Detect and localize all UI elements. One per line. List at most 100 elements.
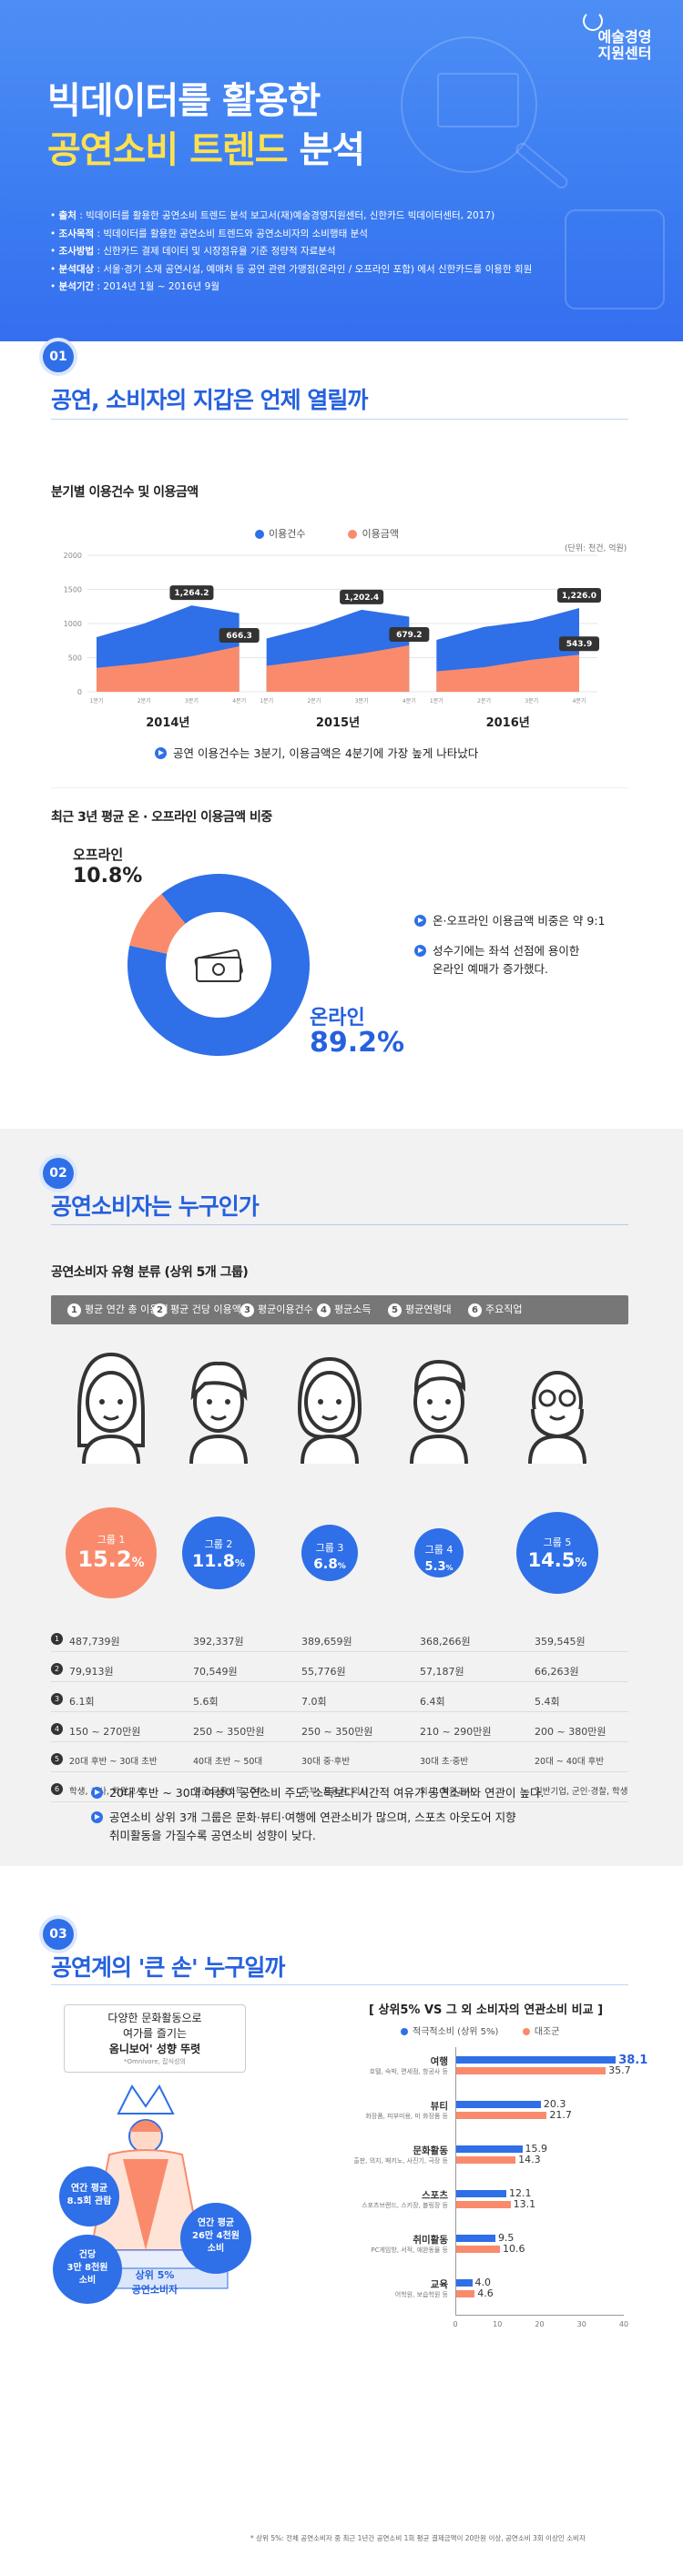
chart-legend: 이용건수 이용금액 <box>255 526 399 541</box>
area-amount <box>266 645 410 692</box>
table-cell: 359,545원 <box>535 1636 586 1648</box>
donut-note: 성수기에는 좌석 선점에 용이한 온라인 예매가 증가했다. <box>414 942 579 979</box>
attribute-legend-item: 1 평균 연간 총 이용액 <box>67 1302 168 1317</box>
section2-note: 공연소비 상위 3개 그룹은 문화·뷰티·여행에 연관소비가 많으며, 스포츠 … <box>91 1809 516 1845</box>
logo: 예술경영 지원센터 <box>579 9 670 64</box>
category-label: 문화활동 <box>413 2145 448 2156</box>
row-number-icon: 5 <box>51 1753 63 1765</box>
hero-banner: 예술경영 지원센터 빅데이터를 활용한 공연소비 트렌드 분석 • 출처 : 빅… <box>0 0 683 341</box>
table-cell: 70,549원 <box>193 1666 238 1678</box>
table-cell: 55,776원 <box>301 1666 346 1678</box>
magnifier-decoration <box>401 36 537 173</box>
y-tick-label: 500 <box>68 654 82 663</box>
hero-title-line2: 공연소비 트렌드 분석 <box>47 129 365 171</box>
donut-slice <box>127 874 310 1056</box>
info-item: • 분석기간 : 2014년 1월 ~ 2016년 9월 <box>50 281 219 292</box>
row-number-icon: 2 <box>51 1663 63 1675</box>
bar-value: 20.3 <box>543 2098 566 2110</box>
offline-label: 오프라인 <box>73 847 124 863</box>
table-cell: 250 ~ 350만원 <box>301 1726 373 1738</box>
online-value: 89.2% <box>310 1027 405 1059</box>
category-label: 뷰티 <box>430 2101 448 2112</box>
section2-note: 20대 후반 ~ 30대 여성이 공연소비 주도, 소득보다 시간적 여유가 공… <box>91 1784 544 1802</box>
info-item: • 분석대상 : 서울·경기 소재 공연시설, 예매처 등 공연 관련 가맹점(… <box>50 263 533 275</box>
group-label: 2016년 <box>486 716 530 728</box>
section-number: 03 <box>43 1919 74 1950</box>
face-icon <box>189 1361 248 1464</box>
bar <box>455 2101 541 2108</box>
attribute-legend-item: 3 평균이용건수 <box>240 1302 313 1317</box>
magnifier-handle-decoration <box>513 140 571 191</box>
bar-value: 10.6 <box>503 2243 525 2255</box>
attribute-legend-bar: 1 평균 연간 총 이용액 2 평균 건당 이용액 3 평균이용건수 4 평균소득 5 평균연령대… <box>51 1295 628 1324</box>
data-label-box <box>389 627 430 643</box>
table-cell: 주부, 금융권, 의사 <box>301 1787 369 1797</box>
group-label: 2014년 <box>146 716 189 728</box>
queen-illustration <box>63 2084 229 2289</box>
group-circle: 그룹 1 15.2% <box>66 1507 157 1598</box>
category-desc: 호텔, 숙박, 면세점, 항공사 등 <box>369 2068 448 2075</box>
table-cell: 30대 초·중반 <box>420 1757 469 1767</box>
data-label-box <box>169 585 214 601</box>
row-number-icon: 3 <box>51 1693 63 1705</box>
table-cell: 30대 중·후반 <box>301 1757 351 1767</box>
x-tick-label: 2분기 <box>307 697 321 705</box>
chart-title: [ 상위5% VS 그 외 소비자의 연관소비 비교 ] <box>369 2003 604 2017</box>
table-row: 5 20대 후반 ~ 30대 초반 40대 초반 ~ 50대 30대 중·후반 30대 … <box>51 1747 628 1772</box>
category-desc: 스포츠브랜드, 스키장, 볼링장 등 <box>362 2202 448 2209</box>
table-cell: 487,739원 <box>69 1636 120 1648</box>
table-cell: 392,337원 <box>193 1636 244 1648</box>
x-tick-label: 3분기 <box>185 697 199 705</box>
stat-circle: 연간 평균 8.5회 관람 <box>59 2166 119 2226</box>
x-tick-label: 1분기 <box>430 697 443 705</box>
x-tick-label: 1분기 <box>90 697 104 705</box>
bar-value: 38.1 <box>618 2054 648 2067</box>
bar-value: 21.7 <box>549 2109 572 2121</box>
section-number: 01 <box>43 341 74 372</box>
table-cell: 250 ~ 350만원 <box>193 1726 265 1738</box>
table-row: 4 150 ~ 270만원 250 ~ 350만원 250 ~ 350만원 210 ~ … <box>51 1717 628 1742</box>
info-item: • 조사방법 : 신한카드 결제 데이터 및 시장점유율 기준 정량적 자료분석 <box>50 246 336 257</box>
table-cell: 5.4회 <box>535 1696 560 1708</box>
data-label-box <box>557 588 601 603</box>
bar <box>455 2112 547 2119</box>
group-circle: 그룹 2 11.8% <box>182 1516 255 1589</box>
bar <box>455 2145 523 2153</box>
area-amount <box>97 646 240 692</box>
y-axis <box>455 2047 456 2315</box>
chart-title: 분기별 이용건수 및 이용금액 <box>51 485 199 500</box>
document-decoration <box>565 209 665 309</box>
donut-slice <box>129 894 186 954</box>
table-cell: 연금·금융소득, 주부 <box>193 1787 265 1797</box>
table-cell: 6.4회 <box>420 1696 445 1708</box>
bar <box>455 2235 495 2242</box>
table-cell: 7.0회 <box>301 1696 327 1708</box>
data-label: 543.9 <box>566 640 592 649</box>
face-icon <box>410 1359 468 1464</box>
group-circle: 그룹 5 14.5% <box>516 1512 598 1594</box>
bar-value: 4.0 <box>474 2277 492 2288</box>
table-cell: 57,187원 <box>420 1666 464 1678</box>
chart-legend: 적극적소비 (상위 5%) 대조군 <box>401 2023 559 2037</box>
table-cell: 학생, 교사, 학원교사 <box>69 1787 144 1797</box>
table-row: 2 79,913원 70,549원 55,776원 57,187원 66,263원 <box>51 1657 628 1682</box>
table-cell: 5.6회 <box>193 1696 219 1708</box>
bar <box>455 2056 617 2064</box>
bar-value: 15.9 <box>525 2143 548 2155</box>
podium-label: 상위 5% 공연소비자 <box>131 2269 178 2296</box>
x-tick-label: 4분기 <box>232 697 246 705</box>
group-circle: 그룹 3 6.8% <box>301 1525 358 1581</box>
offline-value: 10.8% <box>73 865 143 887</box>
row-number-icon: 4 <box>51 1723 63 1735</box>
omnivore-bubble: 다양한 문화활동으로 여가를 즐기는 옴니보어' 성향 뚜렷 *Omnivore… <box>64 2004 246 2073</box>
x-tick-label: 1분기 <box>260 697 273 705</box>
row-number-icon: 1 <box>51 1633 63 1645</box>
stat-circle: 건당 3만 8천원 소비 <box>53 2235 122 2304</box>
y-tick-label: 0 <box>77 688 82 696</box>
y-tick-label: 2000 <box>64 552 82 560</box>
x-tick-label: 10 <box>493 2320 503 2328</box>
money-icon <box>194 948 243 983</box>
category-label: 취미활동 <box>413 2235 448 2246</box>
bar-value: 13.1 <box>513 2198 536 2210</box>
table-cell: 20대 ~ 40대 후반 <box>535 1757 605 1767</box>
